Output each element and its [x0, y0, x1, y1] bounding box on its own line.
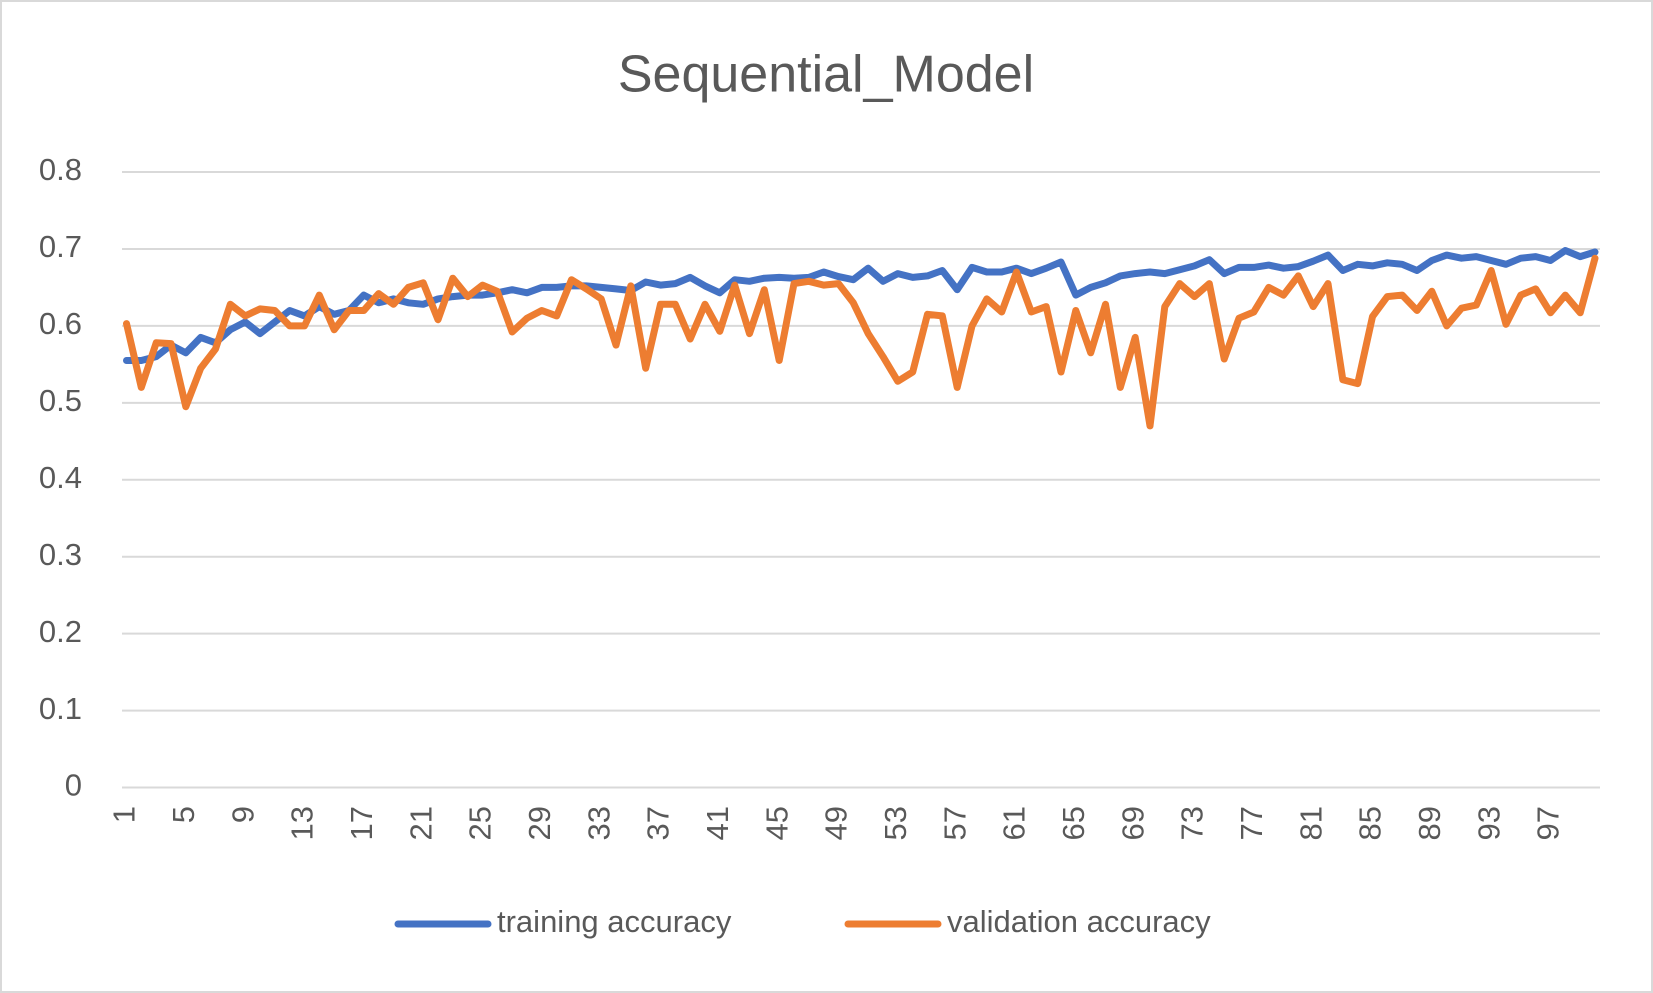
x-tick-label: 41: [700, 806, 735, 840]
x-tick-label: 97: [1531, 806, 1566, 840]
x-tick-label: 1: [107, 806, 142, 823]
x-tick-label: 69: [1115, 806, 1150, 840]
x-tick-label: 73: [1175, 806, 1210, 840]
x-tick-label: 93: [1471, 806, 1506, 840]
y-tick-label: 0: [65, 768, 82, 803]
x-tick-label: 53: [878, 806, 913, 840]
y-tick-label: 0.7: [39, 229, 82, 264]
x-tick-label: 5: [166, 806, 201, 823]
x-tick-label: 17: [344, 806, 379, 840]
legend-label: training accuracy: [497, 904, 732, 939]
x-tick-label: 85: [1353, 806, 1388, 840]
x-tick-label: 37: [641, 806, 676, 840]
x-tick-label: 89: [1412, 806, 1447, 840]
x-tick-label: 29: [522, 806, 557, 840]
y-tick-label: 0.2: [39, 614, 82, 649]
x-tick-label: 25: [463, 806, 498, 840]
legend-label: validation accuracy: [947, 904, 1211, 939]
series-line: [123, 254, 1599, 430]
x-tick-label: 9: [225, 806, 260, 823]
y-tick-label: 0.3: [39, 537, 82, 572]
x-tick-label: 57: [937, 806, 972, 840]
x-tick-label: 45: [759, 806, 794, 840]
x-tick-label: 77: [1234, 806, 1269, 840]
x-tick-label: 61: [997, 806, 1032, 840]
x-tick-label: 13: [285, 806, 320, 840]
y-tick-label: 0.6: [39, 306, 82, 341]
y-tick-label: 0.8: [39, 152, 82, 187]
x-tick-label: 81: [1293, 806, 1328, 840]
x-tick-label: 33: [581, 806, 616, 840]
x-tick-label: 21: [403, 806, 438, 840]
x-tick-label: 65: [1056, 806, 1091, 840]
x-tick-label: 49: [819, 806, 854, 840]
y-tick-label: 0.4: [39, 460, 82, 495]
y-tick-label: 0.5: [39, 383, 82, 418]
chart-title: Sequential_Model: [618, 46, 1034, 104]
y-tick-label: 0.1: [39, 691, 82, 726]
